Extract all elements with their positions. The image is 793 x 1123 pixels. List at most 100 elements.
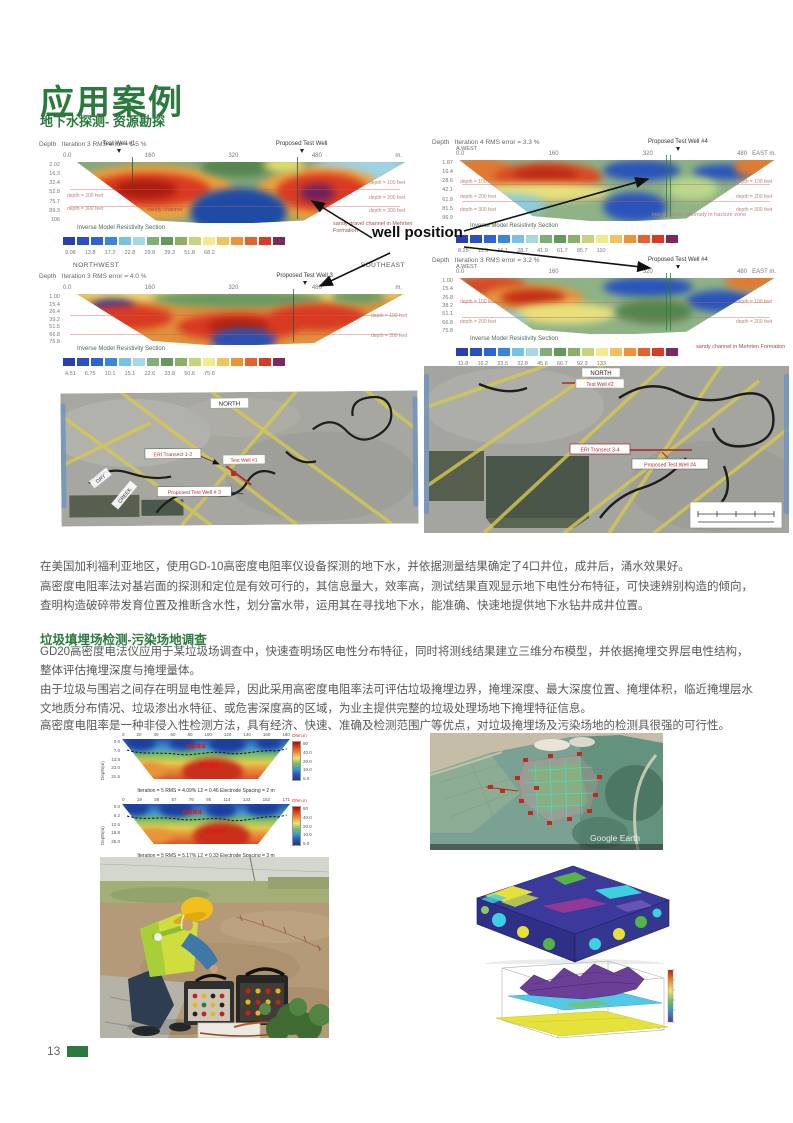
landfill-paragraph-3: 高密度电阻率是一种非侵入性检测方法，具有经济、快速、准确及检测范围广等优点，对垃…: [40, 719, 730, 732]
well-position-label: well position: [372, 224, 463, 241]
color-scale: [456, 230, 680, 248]
y-axis-ticks: 0.0 6.2 12.5 18.8 25.0: [111, 804, 120, 844]
transect-label: ERI Transect 1-2: [153, 452, 192, 458]
dry-label: DRY: [95, 473, 108, 485]
test-well-label: Test Well #1: [230, 458, 257, 464]
x-axis-ticks: 0 20 40 60 80 100 120 140 160 180: [122, 732, 290, 737]
depth-axis: 1.87 16.4 28.6 42.1 61.8 81.5 96.9: [442, 160, 453, 221]
groundwater-paragraph-2: 高密度电阻率法对基岩面的探测和定位是有效可行的，其信息量大，效率高，测试结果直观…: [40, 580, 753, 612]
x-axis-ticks: 0 19 38 57 76 95 114 133 152 171: [122, 797, 290, 802]
well-line: [296, 157, 298, 220]
well-line: [293, 289, 295, 342]
depth-axis: 2.02 16.3 32.4 52.8 75.7 89.3 106: [49, 162, 60, 223]
east-label: EAST m.: [752, 151, 776, 157]
page-footer: 13: [47, 1044, 89, 1058]
resistivity-legend: Inverse Model Resistivity Section 4.51 6…: [63, 346, 287, 377]
x-axis: 0.0 160 320 480 EAST m.: [456, 151, 776, 157]
section-title-groundwater: 地下水探测- 资源勘探: [40, 113, 165, 129]
profile-caption: Iteration = 5 RMS = 5.17% L2 = 0.33 Elec…: [137, 853, 275, 859]
y-axis-label: Depth(m): [100, 761, 105, 780]
landfill-profile-2: Depth(m) 0 19 38 57 76 95 114 133 152 171 0.0 6.2 1…: [100, 797, 326, 859]
well-line: [665, 273, 667, 331]
aerial-map-transect-3-4: NORTH Test Well #2 ERI Transect 3-4 Prop…: [424, 366, 789, 533]
section-header: Depth Iteration 3 RMS error = 4.0 %: [39, 273, 147, 280]
depth-note: depth = 300 feet: [369, 208, 406, 214]
depth-note: depth = 100 feet: [460, 299, 497, 305]
field-survey-photo: [100, 857, 329, 1038]
depth-note: depth = 300 feet: [736, 207, 773, 213]
depth-note: depth = 200 feet: [371, 333, 408, 339]
resistivity-3d-block-model: [455, 860, 683, 964]
landfill-profile-1: Depth(m) 0 20 40 60 80 100 120 140 160 180 0.0 7.0…: [100, 732, 326, 794]
footer-accent-block: [67, 1045, 89, 1057]
depth-note: depth = 200 feet: [67, 193, 104, 199]
depth-note: depth = 100 feet: [736, 179, 773, 185]
page-number: 13: [47, 1044, 61, 1058]
color-scale: [63, 232, 287, 250]
zone-label-bottom: 原状地层: [206, 829, 227, 835]
down-arrow-icon: [675, 146, 680, 151]
well-line: [670, 155, 672, 218]
depth-axis: 1.00 15.4 26.4 39.2 51.5 66.8 75.8: [49, 294, 60, 345]
color-scale: [667, 969, 674, 1023]
east-label: EAST m.: [752, 269, 776, 275]
section-plot: [63, 157, 407, 223]
section-header: Depth Iteration 3 RMS error = 3.2 %: [432, 257, 540, 264]
y-axis-label: Depth(m): [100, 826, 105, 845]
north-label: NORTH: [219, 401, 240, 407]
depth-note: depth = 200 feet: [369, 195, 406, 201]
aerial-map-transect-1-2: NORTH ERI Transect 1-2 Test Well #1 Prop…: [60, 390, 419, 527]
x-axis: 0.0 160 320 480 EAST m.: [456, 269, 776, 275]
section-plot: [63, 289, 407, 345]
resistivity-section-3: NORTHWEST SOUTHEAST Depth Iteration 3 RM…: [35, 261, 421, 377]
x-axis: 0.0 160 320 480 m.: [63, 285, 402, 291]
zone-label-top: 垃圾堆体: [185, 744, 206, 750]
y-axis-ticks: 0.0 7.0 13.8 23.0 31.5: [111, 739, 120, 779]
depth-note: depth = 100 feet: [736, 299, 773, 305]
landfill-paragraph-1: GD20高密度电法仪应用于某垃圾场调查中，快速查明场区电性分布特征，同时将测线结…: [40, 645, 749, 677]
interface-dashed-line: [122, 739, 290, 779]
down-arrow-icon: [675, 264, 680, 269]
x-axis: 0.0 160 320 480 m.: [63, 153, 402, 159]
resistivity-section-2: Depth Iteration 4 RMS error = 3.3 % A.WE…: [428, 139, 790, 257]
resistivity-section-4: Depth Iteration 3 RMS error = 3.2 % A.WE…: [428, 257, 790, 370]
section-title-landfill: 垃圾填埋场检测-污染场地调查: [40, 632, 207, 647]
resistivity-section-1: Depth Iteration 3 RMS error = 1.5 % Test…: [35, 141, 421, 259]
northwest-label: NORTHWEST: [73, 262, 120, 269]
depth-note: depth = 200 feet: [460, 319, 497, 325]
proposed-test-well-label: Proposed Test Well #4: [638, 139, 718, 151]
down-arrow-icon: [117, 148, 122, 153]
profile-caption: Iteration = 5 RMS = 4.09% L2 = 0.46 Elec…: [137, 788, 275, 794]
depth-axis: 1.00 15.4 26.8 38.2 51.1 66.8 75.8: [442, 278, 453, 334]
depth-note: depth = 200 feet: [736, 194, 773, 200]
resistivity-legend: Inverse Model Resistivity Section 8.25 1…: [456, 223, 680, 256]
color-scale: [63, 353, 287, 371]
proposed-well-label: Proposed Test Well # 3: [168, 490, 221, 496]
landfill-paragraph-2: 由于垃圾与围岩之间存在明显电性差异，因此采用高密度电阻率法可评估垃圾掩埋边界，掩…: [40, 683, 753, 715]
scale-bar: [697, 511, 775, 523]
depth-note: depth = 100 feet: [460, 179, 497, 185]
depth-note: depth = 100 feet: [371, 313, 408, 319]
section-plot: [456, 273, 776, 334]
north-label: NORTH: [590, 371, 611, 377]
depth-note: depth = 100 feet: [369, 180, 406, 186]
color-scale: Ohm.m 80 40.0 20.0 10.0 5.0: [292, 798, 312, 846]
southeast-label: SOUTHEAST: [360, 262, 405, 269]
zone-label-bottom: 原状地层: [199, 763, 220, 770]
well-line: [665, 155, 667, 218]
depth-note: depth = 200 feet: [736, 319, 773, 325]
section-header: Depth Iteration 4 RMS error = 3.3 %: [432, 139, 540, 146]
test-well-label: Test Well #2: [586, 382, 613, 388]
resistivity-legend: Inverse Model Resistivity Section 11.8 1…: [456, 336, 680, 369]
resistivity-legend: Inverse Model Resistivity Section 9.08 1…: [63, 225, 287, 258]
depth-note: depth = 200 feet: [460, 194, 497, 200]
interface-dashed-line: [122, 804, 290, 844]
depth-note: depth = 300 feet: [67, 206, 104, 212]
sandy-channel-annotation: sandy channel in Mehrten Formation: [696, 344, 786, 350]
google-earth-site-image: Google Earth: [430, 733, 663, 850]
survey-markers: [488, 752, 602, 825]
proposed-test-well-label: Proposed Test Well: [267, 141, 337, 153]
zone-label-top: 垃圾堆体: [182, 809, 203, 816]
transect-label: ERI Transect 3-4: [581, 448, 620, 454]
